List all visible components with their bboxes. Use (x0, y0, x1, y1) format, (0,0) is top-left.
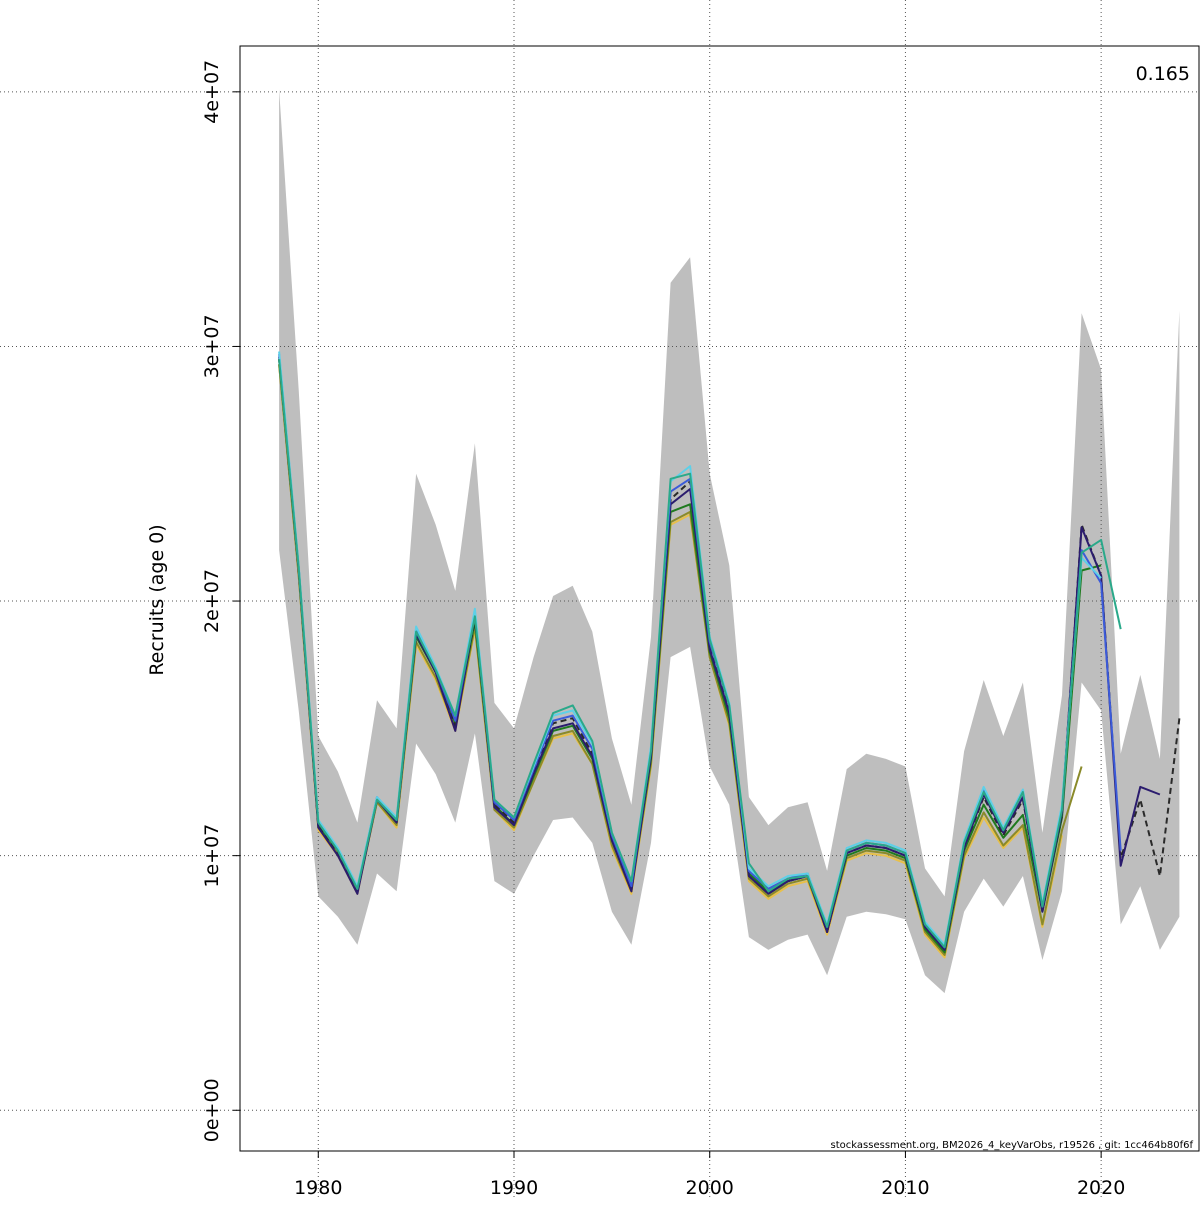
x-tick-label: 2010 (881, 1177, 929, 1199)
series-line-7 (278, 359, 1122, 949)
y-tick-label: 1e+07 (201, 824, 223, 888)
y-tick-label: 3e+07 (201, 314, 223, 378)
x-tick-label: 1990 (490, 1177, 538, 1199)
annotation-value: 0.165 (1136, 63, 1190, 85)
series-layer (278, 351, 1181, 959)
footer-credit: stockassessment.org, BM2026_4_keyVarObs,… (831, 1140, 1194, 1151)
x-tick-label: 2000 (686, 1177, 734, 1199)
x-tick-label: 2020 (1077, 1177, 1125, 1199)
y-tick-label: 2e+07 (201, 569, 223, 633)
confidence-band-layer (279, 89, 1180, 994)
confidence-band (279, 89, 1180, 994)
axis-layer: 1980 1990 2000 2010 2020 0e+00 1e+07 2e+07 3e+07… (201, 60, 1125, 1199)
series-line-4 (278, 356, 1161, 951)
y-tick-label: 0e+00 (201, 1078, 223, 1142)
plot-frame (239, 45, 1200, 1152)
y-axis-label: Recruits (age 0) (146, 524, 168, 675)
y-tick-label: 4e+07 (201, 60, 223, 124)
x-tick-label: 1980 (294, 1177, 342, 1199)
